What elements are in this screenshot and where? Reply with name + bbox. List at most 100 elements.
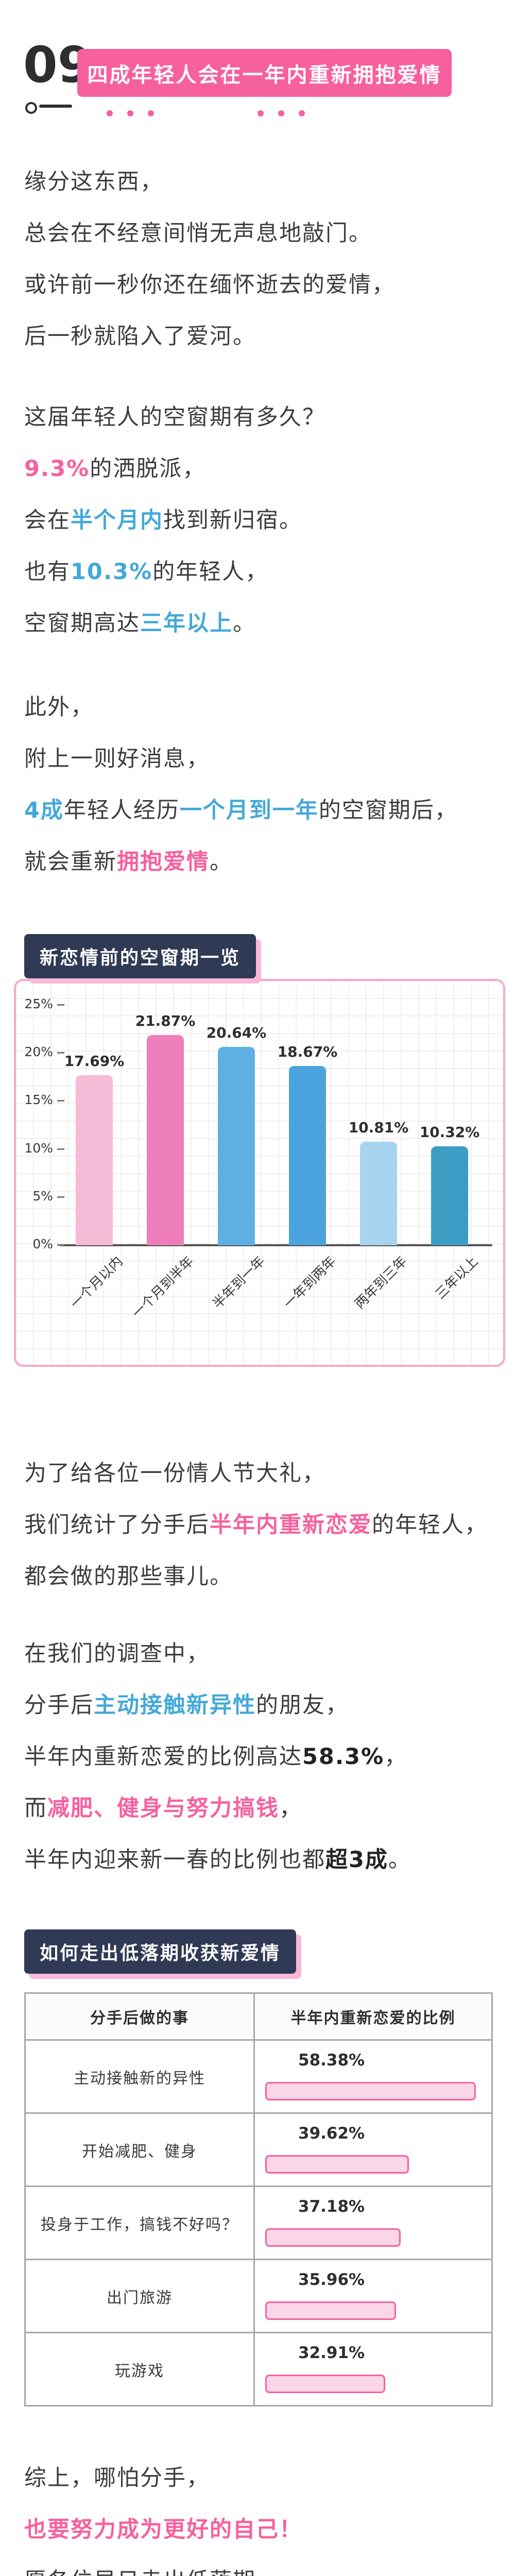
table-header: 分手后做的事 半年内重新恋爱的比例: [24, 1992, 493, 2041]
y-axis-tick: [57, 1052, 64, 1054]
circle-line-icon: [25, 102, 37, 114]
table-title-badge: 如何走出低落期收获新爱情: [24, 1929, 297, 1974]
action-label: 主动接触新的异性: [24, 2039, 255, 2114]
x-axis-line: [60, 1244, 492, 1246]
percentage-value: 39.62%: [298, 2124, 365, 2143]
ratio-cell: 39.62%: [253, 2112, 493, 2187]
x-axis-label: 半年到一年: [210, 1253, 268, 1312]
percentage-value: 35.96%: [298, 2270, 365, 2289]
text-line: 此外，: [24, 694, 94, 720]
decor-dot: [107, 110, 113, 116]
action-label: 投身于工作，搞钱不好吗？: [24, 2185, 255, 2260]
paragraph-valentine-gift: 为了给各位一份情人节大礼， 我们统计了分手后半年内重新恋爱的年轻人， 都会做的那…: [24, 1448, 488, 1602]
chart-title-badge: 新恋情前的空窗期一览: [24, 934, 256, 978]
highlight: 9.3%: [24, 456, 90, 482]
paragraph-survey-findings: 在我们的调查中， 分手后主动接触新异性的朋友， 半年内重新恋爱的比例高达58.3…: [24, 1628, 411, 1886]
text-line: 分手后主动接触新异性的朋友，: [24, 1692, 349, 1718]
y-axis-label: 15%: [24, 1092, 53, 1108]
highlight: 4成: [24, 798, 64, 823]
chart-bar: [289, 1066, 326, 1245]
y-axis-tick: [57, 1244, 64, 1246]
text-line: 都会做的那些事儿。: [24, 1564, 233, 1589]
text-line: 半年内迎来新一春的比例也都超3成。: [24, 1847, 411, 1873]
section-title-badge: 四成年轻人会在一年内重新拥抱爱情: [77, 49, 452, 97]
highlight: 拥抱爱情: [117, 849, 210, 875]
table-row: 投身于工作，搞钱不好吗？ 37.18%: [24, 2185, 493, 2260]
percentage-bar: [265, 2155, 409, 2174]
text-line: 附上一则好消息，: [24, 746, 210, 772]
y-axis-tick: [57, 1196, 64, 1198]
paragraph-window-period: 这届年轻人的空窗期有多久？ 9.3%的洒脱派， 会在半个月内找到新归宿。 也有1…: [24, 392, 325, 649]
bar-value-label: 17.69%: [64, 1053, 125, 1070]
table-row: 出门旅游 35.96%: [24, 2259, 493, 2333]
y-axis-tick: [57, 1148, 64, 1150]
ratio-cell: 37.18%: [253, 2185, 493, 2260]
table-body: 主动接触新的异性 58.38% 开始减肥、健身 39.62% 投身于工作，搞钱不好吗？ 3…: [24, 2039, 493, 2406]
chart-bar: [147, 1035, 184, 1245]
paragraph-closing: 综上，哪怕分手， 也要努力成为更好的自己！ 愿各位早日走出低落期， 迎接新恋情！: [24, 2452, 302, 2576]
text-line: 就会重新拥抱爱情。: [24, 849, 233, 875]
text-line: 这届年轻人的空窗期有多久？: [24, 404, 325, 430]
text-line: 半年内重新恋爱的比例高达58.3%，: [24, 1744, 408, 1770]
paragraph-good-news: 此外， 附上一则好消息， 4成年轻人经历一个月到一年的空窗期后， 就会重新拥抱爱…: [24, 682, 458, 888]
percentage-bar: [265, 2375, 385, 2393]
ratio-cell: 32.91%: [253, 2332, 493, 2406]
y-axis-tick: [57, 1100, 64, 1102]
x-axis-label: 一个月到半年: [129, 1253, 197, 1321]
paragraph-intro: 缘分这东西， 总会在不经意间悄无声息地敲门。 或许前一秒你还在缅怀逝去的爱情， …: [24, 156, 395, 362]
bar-value-label: 10.32%: [419, 1124, 480, 1141]
text-line: 空窗期高达三年以上。: [24, 611, 256, 636]
x-axis-label: 一个月以内: [67, 1253, 126, 1312]
highlight: 58.3%: [302, 1744, 385, 1770]
highlight: 一个月到一年: [179, 798, 319, 823]
y-axis-tick: [57, 1004, 64, 1006]
action-label: 玩游戏: [24, 2332, 255, 2406]
recovery-actions-table: 分手后做的事 半年内重新恋爱的比例 主动接触新的异性 58.38% 开始减肥、健身 3…: [24, 1992, 493, 2406]
table-row: 主动接触新的异性 58.38%: [24, 2039, 493, 2114]
highlight: 主动接触新异性: [94, 1692, 256, 1718]
highlight: 10.3%: [71, 559, 153, 585]
y-axis-label: 25%: [24, 996, 53, 1011]
y-axis-label: 0%: [32, 1236, 53, 1251]
table-row: 开始减肥、健身 39.62%: [24, 2112, 493, 2187]
text-line: 也有10.3%的年轻人，: [24, 559, 269, 585]
text-line: 为了给各位一份情人节大礼，: [24, 1461, 325, 1486]
chart-bar: [218, 1047, 255, 1245]
text-line: 后一秒就陷入了爱河。: [24, 324, 256, 349]
ratio-cell: 58.38%: [253, 2039, 493, 2114]
x-axis-label: 三年以上: [432, 1253, 482, 1303]
highlight: 超3成: [325, 1847, 388, 1873]
bar-value-label: 10.81%: [348, 1119, 409, 1136]
highlight: 减肥、健身与努力搞钱: [47, 1795, 279, 1821]
percentage-bar: [265, 2228, 401, 2247]
table-row: 玩游戏 32.91%: [24, 2332, 493, 2406]
text-line: 总会在不经意间悄无声息地敲门。: [24, 221, 372, 246]
percentage-bar: [265, 2301, 396, 2320]
column-header-action: 分手后做的事: [24, 1992, 255, 2041]
text-line: 我们统计了分手后半年内重新恋爱的年轻人，: [24, 1512, 488, 1538]
text-line: 或许前一秒你还在缅怀逝去的爱情，: [24, 272, 395, 298]
y-axis-label: 5%: [32, 1188, 53, 1204]
column-header-ratio: 半年内重新恋爱的比例: [253, 1992, 493, 2041]
bar-value-label: 20.64%: [206, 1024, 267, 1041]
chart-bar: [431, 1146, 468, 1245]
decor-dot: [278, 110, 284, 116]
text-line: 缘分这东西，: [24, 169, 163, 195]
decor-dot: [148, 110, 154, 116]
ratio-cell: 35.96%: [253, 2259, 493, 2333]
table-header-row: 分手后做的事 半年内重新恋爱的比例: [24, 1992, 493, 2041]
text-line: 综上，哪怕分手，: [24, 2465, 210, 2491]
x-axis-label: 两年到三年: [352, 1253, 410, 1312]
number-underline: [39, 105, 72, 108]
percentage-value: 37.18%: [298, 2197, 365, 2216]
percentage-value: 58.38%: [298, 2051, 365, 2070]
percentage-value: 32.91%: [298, 2344, 365, 2362]
chart-bar: [76, 1075, 113, 1245]
highlight: 半年内重新恋爱: [210, 1512, 372, 1538]
window-period-bar-chart: 17.69% 一个月以内 21.87% 一个月到半年 20.64% 半年到一年 18.67%…: [14, 979, 505, 1367]
y-axis-label: 20%: [24, 1044, 53, 1060]
decor-dot: [258, 110, 264, 116]
bar-value-label: 21.87%: [135, 1012, 196, 1029]
highlight: 半个月内: [71, 507, 163, 533]
text-line: 在我们的调查中，: [24, 1641, 210, 1667]
